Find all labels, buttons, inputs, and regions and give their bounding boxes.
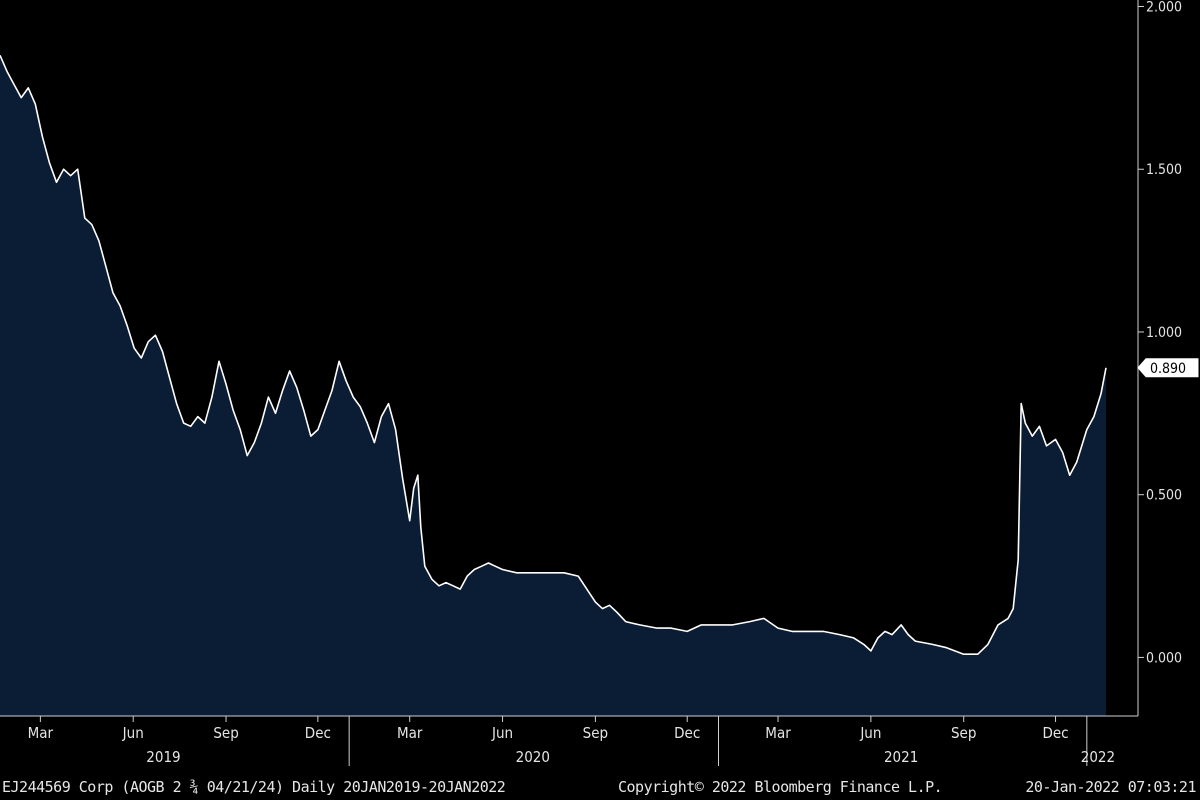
x-tick-label: Mar: [397, 724, 423, 742]
x-tick-label: Dec: [1042, 724, 1068, 742]
x-tick-label: Mar: [765, 724, 791, 742]
year-label: 2019: [146, 748, 180, 766]
x-tick-label: Sep: [213, 724, 238, 742]
series-area: [0, 55, 1106, 717]
footer-copyright: Copyright© 2022 Bloomberg Finance L.P.: [618, 778, 943, 796]
y-tick-label: 1.500: [1146, 162, 1182, 178]
year-label: 2022: [1081, 748, 1115, 766]
x-tick-label: Sep: [951, 724, 976, 742]
last-value-label: 0.890: [1150, 361, 1186, 377]
year-label: 2021: [884, 748, 918, 766]
x-tick-label: Jun: [491, 724, 513, 742]
y-tick-label: 0.000: [1146, 650, 1182, 666]
last-value-tag: [1137, 358, 1199, 378]
footer-security-info: EJ244569 Corp (AOGB 2 ¾ 04/21/24) Daily …: [2, 778, 506, 796]
series-line: [0, 54, 1107, 655]
y-tick-label: 2.000: [1146, 0, 1182, 16]
y-tick-label: 0.500: [1146, 488, 1182, 504]
x-tick-label: Mar: [28, 724, 54, 742]
plot-area: [0, 54, 1107, 717]
x-tick-label: Dec: [674, 724, 700, 742]
y-tick-label: 1.000: [1146, 325, 1182, 341]
x-tick-label: Jun: [122, 724, 144, 742]
axes: 0.000 0.500 1.000 1.500 2.000 0.890 Mar Jun Sep D…: [0, 0, 1199, 766]
footer-timestamp: 20-Jan-2022 07:03:21: [1025, 778, 1196, 796]
year-label: 2020: [516, 748, 550, 766]
x-tick-label: Sep: [583, 724, 608, 742]
x-tick-label: Dec: [305, 724, 331, 742]
x-tick-label: Jun: [859, 724, 881, 742]
